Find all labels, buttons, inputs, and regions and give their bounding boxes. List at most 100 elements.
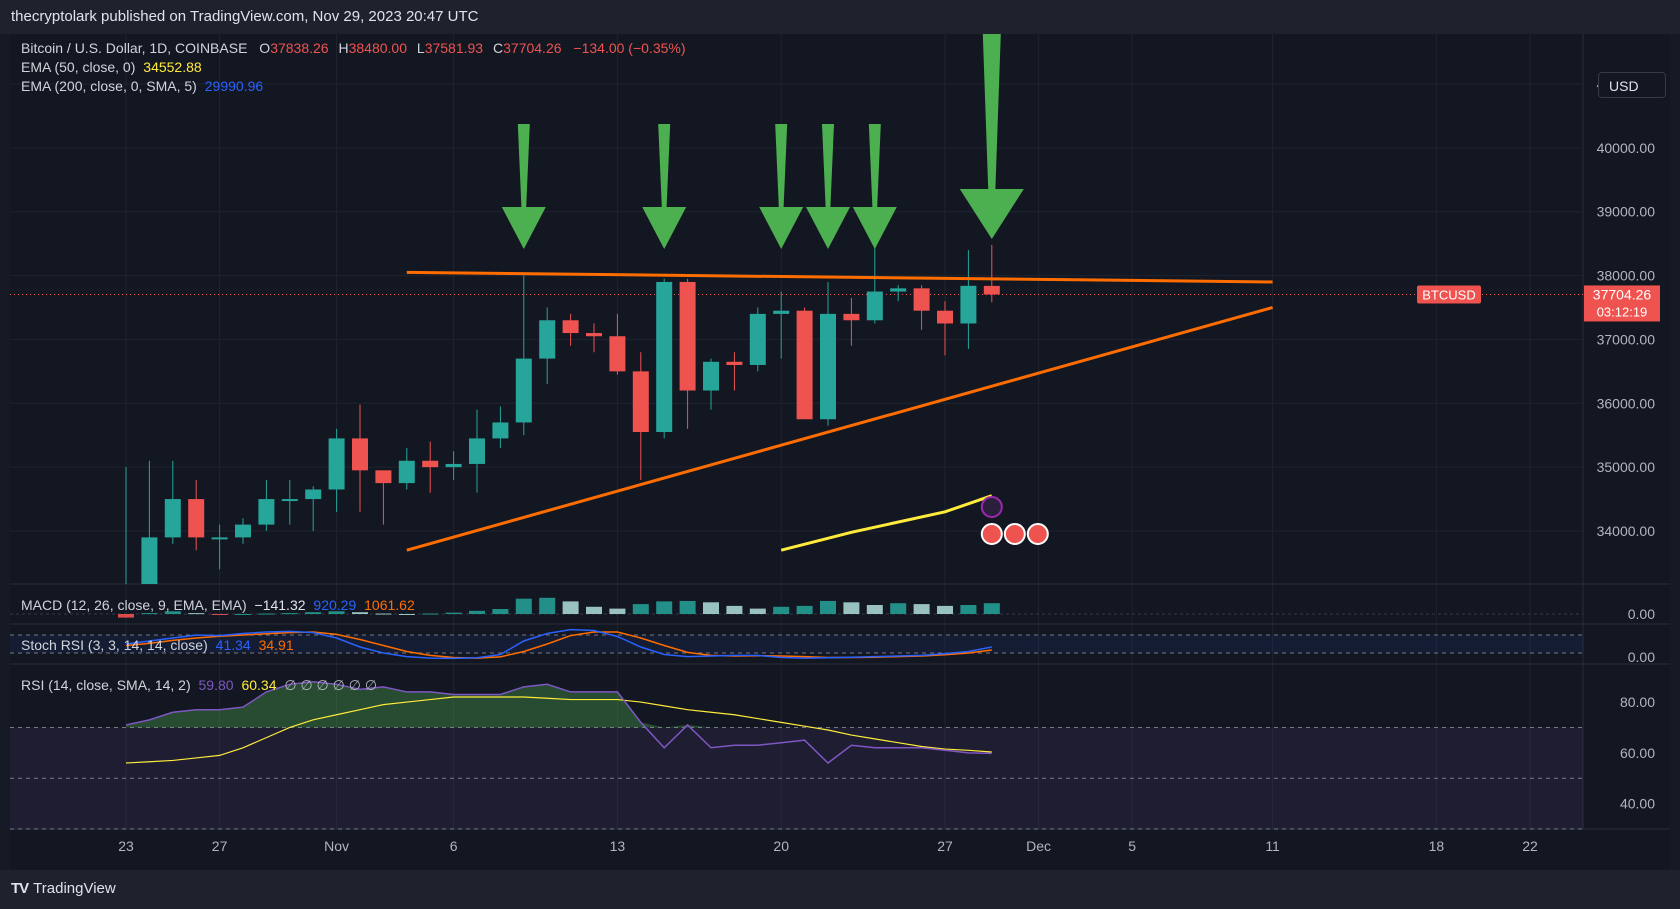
rsi-value: 59.80 — [198, 677, 234, 693]
time-tick-label: 6 — [450, 838, 458, 854]
chart-canvas[interactable]: 41000.0040000.0039000.0038000.0037000.00… — [10, 34, 1670, 870]
candle-body — [773, 310, 790, 314]
candle-body — [609, 336, 626, 372]
macd-value-3: 1061.62 — [364, 597, 415, 613]
low-value: 37581.93 — [424, 40, 484, 56]
candle-body — [305, 489, 322, 500]
time-tick-label: Nov — [324, 838, 349, 854]
macd-bar — [586, 606, 602, 614]
time-tick-label: 5 — [1128, 838, 1136, 854]
candle-body — [515, 358, 532, 423]
rsi-overbought-fill — [126, 681, 992, 728]
macd-bar — [960, 605, 977, 614]
low-label: L — [416, 40, 425, 56]
macd-bar — [141, 613, 158, 615]
macd-bar — [515, 598, 532, 614]
candle-body — [328, 438, 345, 490]
publisher-text: thecryptolark published on TradingView.c… — [11, 8, 479, 25]
brand-name: TradingView — [33, 880, 116, 897]
candle-body — [281, 499, 298, 502]
candle-body — [352, 438, 368, 471]
macd-bar — [398, 614, 415, 615]
macd-bar — [983, 603, 1000, 614]
macd-bar — [492, 609, 509, 614]
tradingview-logo-icon: TV — [11, 880, 29, 897]
macd-label: MACD (12, 26, close, 9, EMA, EMA) — [21, 597, 247, 613]
brand[interactable]: TV TradingView — [11, 880, 116, 897]
close-label: C — [493, 40, 504, 56]
rsi-ma-line — [125, 696, 992, 764]
alert-lightning-icon — [980, 496, 1003, 518]
macd-bar — [164, 611, 181, 614]
macd-bar — [469, 610, 485, 614]
candle-body — [375, 470, 392, 484]
publisher-bar: thecryptolark published on TradingView.c… — [0, 0, 1680, 34]
chart-frame[interactable]: 41000.0040000.0039000.0038000.0037000.00… — [10, 34, 1670, 870]
macd-bar — [703, 602, 719, 614]
us-flag-event-icon — [980, 523, 1003, 545]
rsi-tick-label: 40.00 — [1620, 796, 1655, 812]
macd-bar — [749, 608, 766, 614]
ema50-label: EMA (50, close, 0) — [21, 59, 136, 75]
price-badge-bg — [1584, 285, 1660, 322]
us-flag-event-icon — [1026, 523, 1049, 545]
macd-legend: MACD (12, 26, close, 9, EMA, EMA) −141.3… — [21, 597, 415, 613]
resistance-trendline — [406, 270, 1273, 284]
time-tick-label: 27 — [212, 838, 228, 854]
price-tick-label: 35000.00 — [1597, 459, 1656, 475]
candles-group — [125, 34, 1274, 584]
stoch-label: Stoch RSI (3, 3, 14, 14, close) — [21, 637, 208, 653]
symbol-badge-label: BTCUSD — [1422, 287, 1475, 302]
macd-bar — [305, 612, 322, 614]
candle-body — [937, 310, 953, 324]
rsi-ma-value: 60.34 — [241, 677, 277, 693]
candle-body — [539, 320, 556, 359]
candle-body — [586, 333, 602, 337]
macd-bar — [375, 613, 392, 615]
down-arrow-annotation — [759, 124, 804, 249]
candle-body — [188, 499, 205, 538]
price-tick-label: 38000.00 — [1597, 268, 1656, 284]
macd-bar — [796, 605, 813, 614]
time-tick-label: 27 — [937, 838, 953, 854]
candle-body — [398, 460, 415, 484]
price-tick-label: 37000.00 — [1597, 331, 1656, 347]
ema50-line — [780, 494, 993, 552]
candle-body — [422, 460, 439, 468]
down-arrow-annotation — [959, 34, 1024, 239]
candle-body — [703, 361, 719, 391]
time-tick-label: 13 — [610, 838, 626, 854]
macd-value-2: 920.29 — [313, 597, 357, 613]
macd-bar — [866, 605, 883, 614]
stoch-zero-label: 0.00 — [1628, 649, 1655, 665]
rsi-legend: RSI (14, close, SMA, 14, 2) 59.80 60.34 … — [21, 677, 377, 694]
currency-button[interactable]: USD — [1598, 72, 1666, 98]
footer-bar: TV TradingView — [0, 870, 1680, 909]
time-tick-label: 23 — [118, 838, 134, 854]
rsi-label: RSI (14, close, SMA, 14, 2) — [21, 677, 191, 693]
stoch-k-line — [125, 628, 992, 660]
candle-body — [960, 285, 977, 324]
down-arrow-annotation — [642, 124, 687, 249]
rsi-empty-values: ∅ ∅ ∅ ∅ ∅ ∅ — [284, 677, 378, 693]
change-value: −134.00 (−0.35%) — [573, 40, 686, 56]
macd-bar — [562, 601, 579, 614]
price-tick-label: 39000.00 — [1597, 204, 1656, 220]
down-arrow-annotation — [852, 124, 897, 249]
ema200-legend: EMA (200, close, 0, SMA, 5) 29990.96 — [21, 78, 263, 94]
candle-body — [141, 537, 158, 584]
candle-body — [913, 288, 930, 311]
last-price-label: 37704.26 — [1593, 286, 1652, 302]
time-tick-label: 20 — [773, 838, 789, 854]
down-arrow-annotation — [806, 124, 850, 249]
rsi-tick-label: 80.00 — [1620, 694, 1655, 710]
chart-background — [10, 34, 1670, 870]
candle-body — [890, 288, 907, 292]
candle-body — [235, 524, 251, 538]
time-tick-label: 11 — [1265, 838, 1280, 854]
macd-bar — [843, 602, 860, 614]
down-arrow-annotation — [501, 124, 546, 249]
macd-bar — [937, 605, 953, 614]
macd-bar — [328, 611, 345, 614]
macd-bar — [235, 614, 251, 615]
